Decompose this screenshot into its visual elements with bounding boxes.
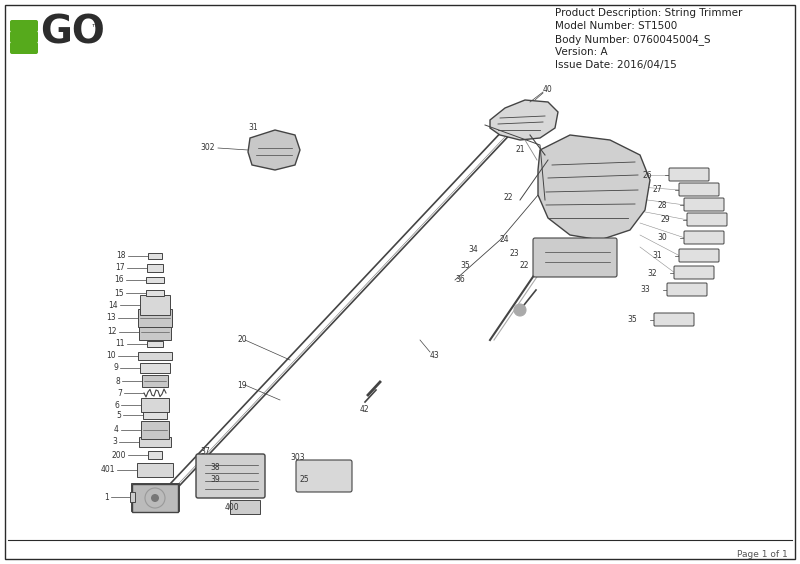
Text: 31: 31 bbox=[652, 252, 662, 261]
Text: 15: 15 bbox=[114, 289, 124, 297]
Bar bbox=[147, 341, 163, 347]
Bar bbox=[146, 290, 164, 296]
Text: 400: 400 bbox=[225, 504, 240, 513]
Text: 31: 31 bbox=[248, 124, 258, 133]
Text: 43: 43 bbox=[430, 350, 440, 359]
Bar bbox=[138, 352, 172, 360]
Bar bbox=[141, 398, 169, 412]
Bar bbox=[131, 483, 179, 511]
Text: 40: 40 bbox=[543, 86, 553, 95]
Text: GO: GO bbox=[40, 14, 105, 52]
Text: 3: 3 bbox=[112, 438, 117, 447]
Text: 10: 10 bbox=[106, 351, 116, 360]
Text: 4: 4 bbox=[114, 425, 119, 434]
Text: 303: 303 bbox=[290, 453, 305, 462]
Text: 36: 36 bbox=[455, 275, 465, 284]
Bar bbox=[141, 421, 169, 439]
Polygon shape bbox=[490, 100, 558, 140]
Text: Page 1 of 1: Page 1 of 1 bbox=[738, 550, 788, 559]
Text: 39: 39 bbox=[210, 475, 220, 484]
Text: 14: 14 bbox=[108, 301, 118, 310]
FancyBboxPatch shape bbox=[196, 454, 265, 498]
Text: 37: 37 bbox=[200, 447, 210, 456]
Text: 23: 23 bbox=[510, 249, 520, 258]
FancyBboxPatch shape bbox=[669, 168, 709, 181]
FancyBboxPatch shape bbox=[674, 266, 714, 279]
Text: 1: 1 bbox=[104, 492, 109, 501]
Bar bbox=[147, 264, 163, 272]
Text: 16: 16 bbox=[114, 275, 124, 284]
Bar bbox=[146, 277, 164, 283]
Text: 26: 26 bbox=[642, 170, 652, 179]
FancyBboxPatch shape bbox=[679, 183, 719, 196]
Text: 42: 42 bbox=[360, 406, 370, 415]
Polygon shape bbox=[248, 130, 300, 170]
FancyBboxPatch shape bbox=[10, 20, 38, 32]
Bar bbox=[148, 451, 162, 459]
FancyBboxPatch shape bbox=[687, 213, 727, 226]
Text: 12: 12 bbox=[107, 328, 117, 337]
FancyBboxPatch shape bbox=[654, 313, 694, 326]
Bar bbox=[139, 324, 171, 340]
Bar bbox=[138, 309, 172, 327]
Text: 22: 22 bbox=[520, 261, 530, 270]
Text: 401: 401 bbox=[101, 465, 115, 474]
Text: 25: 25 bbox=[300, 475, 310, 484]
Text: 9: 9 bbox=[113, 364, 118, 372]
Text: Product Description: String Trimmer: Product Description: String Trimmer bbox=[555, 8, 742, 18]
FancyBboxPatch shape bbox=[684, 231, 724, 244]
Polygon shape bbox=[538, 135, 650, 240]
Text: Body Number: 0760045004_S: Body Number: 0760045004_S bbox=[555, 34, 710, 45]
Text: 13: 13 bbox=[106, 314, 116, 323]
Text: 21: 21 bbox=[515, 146, 525, 155]
Text: 35: 35 bbox=[460, 261, 470, 270]
Text: 302: 302 bbox=[201, 143, 215, 152]
Text: 22: 22 bbox=[503, 193, 513, 202]
FancyBboxPatch shape bbox=[684, 198, 724, 211]
Bar bbox=[140, 363, 170, 373]
Text: 38: 38 bbox=[210, 464, 220, 473]
Text: 200: 200 bbox=[111, 451, 126, 460]
Text: 19: 19 bbox=[237, 381, 246, 390]
Text: ™: ™ bbox=[91, 22, 101, 32]
Text: 8: 8 bbox=[115, 377, 120, 386]
Text: 29: 29 bbox=[660, 215, 670, 224]
Bar bbox=[230, 500, 260, 514]
Bar bbox=[132, 484, 178, 512]
FancyBboxPatch shape bbox=[296, 460, 352, 492]
Text: 28: 28 bbox=[658, 200, 667, 209]
Text: 33: 33 bbox=[640, 285, 650, 294]
Bar bbox=[130, 492, 135, 502]
Text: Version: A: Version: A bbox=[555, 47, 608, 57]
Text: 7: 7 bbox=[117, 389, 122, 398]
Bar bbox=[148, 253, 162, 259]
Bar bbox=[143, 411, 167, 419]
Text: 24: 24 bbox=[500, 236, 510, 245]
FancyBboxPatch shape bbox=[10, 42, 38, 54]
Text: 20: 20 bbox=[237, 336, 246, 345]
Bar bbox=[142, 375, 168, 387]
FancyBboxPatch shape bbox=[10, 31, 38, 43]
FancyBboxPatch shape bbox=[667, 283, 707, 296]
Text: 34: 34 bbox=[468, 245, 478, 254]
Text: 5: 5 bbox=[116, 411, 121, 420]
Text: 27: 27 bbox=[652, 186, 662, 195]
Circle shape bbox=[514, 304, 526, 316]
Text: 17: 17 bbox=[115, 263, 125, 272]
Text: 11: 11 bbox=[115, 340, 125, 349]
Text: Issue Date: 2016/04/15: Issue Date: 2016/04/15 bbox=[555, 60, 677, 70]
Text: 30: 30 bbox=[658, 233, 667, 243]
Bar bbox=[137, 463, 173, 477]
Text: 32: 32 bbox=[647, 268, 657, 277]
Text: 35: 35 bbox=[627, 315, 637, 324]
Bar bbox=[140, 295, 170, 315]
FancyBboxPatch shape bbox=[533, 238, 617, 277]
Text: Model Number: ST1500: Model Number: ST1500 bbox=[555, 21, 678, 31]
Text: 6: 6 bbox=[114, 400, 119, 409]
FancyBboxPatch shape bbox=[679, 249, 719, 262]
Bar bbox=[139, 437, 171, 447]
Text: 18: 18 bbox=[117, 252, 126, 261]
Circle shape bbox=[151, 494, 159, 502]
